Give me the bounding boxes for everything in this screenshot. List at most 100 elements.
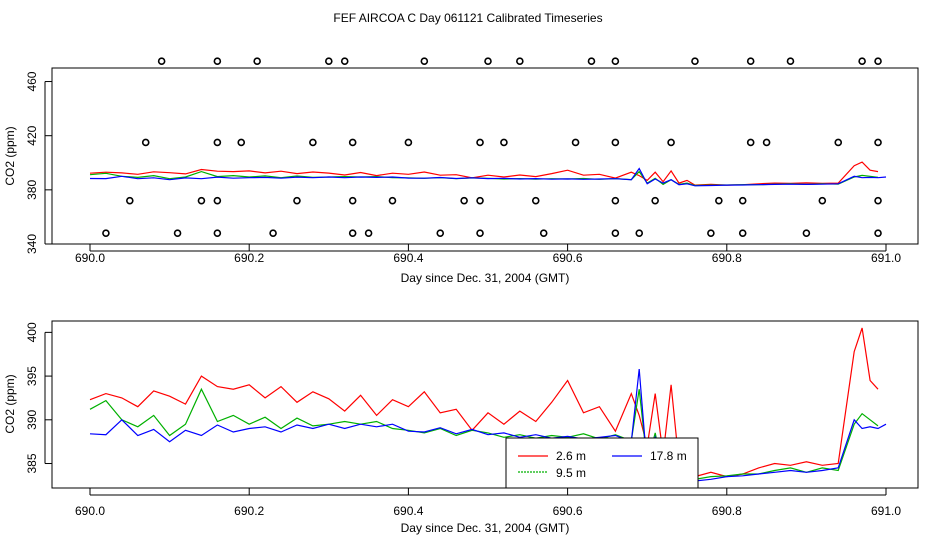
calibration-point-0-9 bbox=[611, 57, 620, 66]
top-x-tick-label-3: 690.6 bbox=[553, 251, 583, 265]
top-series-lines bbox=[89, 161, 887, 187]
top-y-tick-label-3: 460 bbox=[25, 71, 39, 91]
calibration-point-0-4 bbox=[340, 57, 349, 66]
calibration-point-1-11 bbox=[746, 138, 755, 147]
calibration-point-2-13 bbox=[818, 196, 827, 205]
bottom-x-axis-label: Day since Dec. 31, 2004 (GMT) bbox=[401, 521, 570, 535]
calibration-point-1-7 bbox=[500, 138, 508, 147]
calibration-point-3-13 bbox=[802, 229, 811, 237]
top-y-axis-label: CO2 (ppm) bbox=[3, 126, 17, 185]
calibration-point-2-14 bbox=[874, 196, 882, 205]
legend: 2.6 m 9.5 m 17.8 m bbox=[505, 437, 699, 489]
calibration-point-2-10 bbox=[651, 196, 659, 205]
calibration-point-3-3 bbox=[269, 229, 277, 237]
calibration-point-1-8 bbox=[571, 138, 580, 147]
bottom-panel: 690.0 690.2 690.4 690.6 690.8 691.0 385 390 395… bbox=[3, 320, 919, 535]
legend-label-2-6m: 2.6 m bbox=[556, 449, 586, 463]
calibration-point-1-14 bbox=[874, 138, 882, 147]
legend-label-9-5m: 9.5 m bbox=[556, 466, 586, 480]
calibration-point-1-4 bbox=[348, 138, 357, 147]
legend-box bbox=[505, 437, 699, 489]
calibration-point-0-1 bbox=[213, 57, 222, 66]
calibration-point-0-14 bbox=[874, 57, 882, 66]
page-title: FEF AIRCOA C Day 061121 Calibrated Times… bbox=[333, 11, 602, 25]
calibration-point-2-0 bbox=[126, 196, 134, 205]
legend-label-17-8m: 17.8 m bbox=[650, 449, 687, 463]
calibration-point-3-10 bbox=[635, 229, 644, 237]
calibration-point-2-7 bbox=[476, 196, 484, 205]
bot-y-tick-label-1: 390 bbox=[25, 409, 39, 429]
calibration-point-0-6 bbox=[484, 57, 492, 66]
calibration-point-0-3 bbox=[324, 57, 333, 66]
calibration-point-1-1 bbox=[213, 138, 222, 147]
bottom-x-axis: 690.0 690.2 690.4 690.6 690.8 691.0 bbox=[75, 488, 901, 518]
top-calibration-points bbox=[102, 57, 882, 237]
bot-y-tick-label-3: 400 bbox=[25, 322, 39, 342]
calibration-point-0-2 bbox=[253, 57, 261, 66]
calibration-point-2-5 bbox=[388, 196, 397, 205]
calibration-point-3-11 bbox=[707, 229, 715, 237]
calibration-point-3-12 bbox=[738, 229, 747, 237]
top-series-17-8-m bbox=[89, 167, 887, 187]
calibration-point-0-11 bbox=[746, 57, 755, 66]
calibration-point-2-8 bbox=[531, 196, 540, 205]
bot-x-tick-label-2: 690.4 bbox=[393, 504, 423, 518]
bot-y-tick-label-2: 395 bbox=[25, 366, 39, 386]
top-x-axis-label: Day since Dec. 31, 2004 (GMT) bbox=[401, 271, 570, 285]
bot-x-tick-label-1: 690.2 bbox=[234, 504, 264, 518]
calibration-point-2-4 bbox=[348, 196, 357, 205]
calibration-point-0-5 bbox=[420, 57, 429, 66]
calibration-point-1-6 bbox=[476, 138, 484, 147]
bottom-y-axis-label: CO2 (ppm) bbox=[3, 374, 17, 433]
calibration-point-3-5 bbox=[364, 229, 373, 237]
calibration-point-1-0 bbox=[141, 138, 150, 147]
top-x-tick-label-1: 690.2 bbox=[234, 251, 264, 265]
top-y-axis: 340 380 420 460 bbox=[25, 71, 52, 254]
calibration-point-1-13 bbox=[834, 138, 843, 147]
bot-x-tick-label-3: 690.6 bbox=[553, 504, 583, 518]
calibration-point-1-10 bbox=[667, 138, 675, 147]
top-panel: 690.0 690.2 690.4 690.6 690.8 691.0 340 380 420… bbox=[3, 57, 919, 285]
bot-series-2-6-m bbox=[89, 327, 879, 478]
top-y-tick-label-0: 340 bbox=[25, 234, 39, 254]
top-plot-frame bbox=[51, 67, 919, 245]
bot-x-tick-label-0: 690.0 bbox=[75, 504, 105, 518]
calibration-point-2-6 bbox=[460, 196, 468, 205]
bottom-series-lines bbox=[89, 327, 887, 482]
calibration-point-3-6 bbox=[436, 229, 445, 237]
calibration-point-2-11 bbox=[715, 196, 723, 205]
top-y-tick-label-1: 380 bbox=[25, 180, 39, 200]
calibration-point-1-12 bbox=[762, 138, 771, 147]
calibration-point-0-12 bbox=[786, 57, 795, 66]
calibration-point-2-3 bbox=[293, 196, 301, 205]
calibration-point-2-9 bbox=[611, 196, 620, 205]
calibration-point-0-0 bbox=[157, 57, 166, 66]
bot-y-tick-label-0: 385 bbox=[25, 453, 39, 473]
top-series-2-6-m bbox=[89, 161, 879, 186]
calibration-point-2-1 bbox=[197, 196, 206, 205]
bot-x-tick-label-4: 690.8 bbox=[712, 504, 742, 518]
top-y-tick-label-2: 420 bbox=[25, 125, 39, 145]
top-x-tick-label-0: 690.0 bbox=[75, 251, 105, 265]
calibration-point-3-14 bbox=[874, 229, 882, 237]
bot-series-9-5-m bbox=[89, 387, 879, 480]
calibration-point-3-9 bbox=[611, 229, 620, 237]
calibration-point-3-4 bbox=[348, 229, 357, 237]
top-x-tick-label-4: 690.8 bbox=[712, 251, 742, 265]
bot-x-tick-label-5: 691.0 bbox=[871, 504, 901, 518]
calibration-point-3-0 bbox=[102, 229, 110, 237]
calibration-point-1-5 bbox=[404, 138, 413, 147]
top-x-axis: 690.0 690.2 690.4 690.6 690.8 691.0 bbox=[75, 244, 901, 265]
bottom-y-axis: 385 390 395 400 bbox=[25, 322, 52, 474]
calibration-point-1-9 bbox=[611, 138, 620, 147]
calibration-point-0-7 bbox=[516, 57, 524, 66]
calibration-point-0-10 bbox=[691, 57, 699, 66]
calibration-point-2-2 bbox=[213, 196, 222, 205]
calibration-point-3-7 bbox=[476, 229, 484, 237]
bot-series-17-8-m bbox=[89, 369, 887, 482]
calibration-point-3-2 bbox=[213, 229, 222, 237]
calibration-point-2-12 bbox=[738, 196, 747, 205]
calibration-point-0-8 bbox=[587, 57, 596, 66]
